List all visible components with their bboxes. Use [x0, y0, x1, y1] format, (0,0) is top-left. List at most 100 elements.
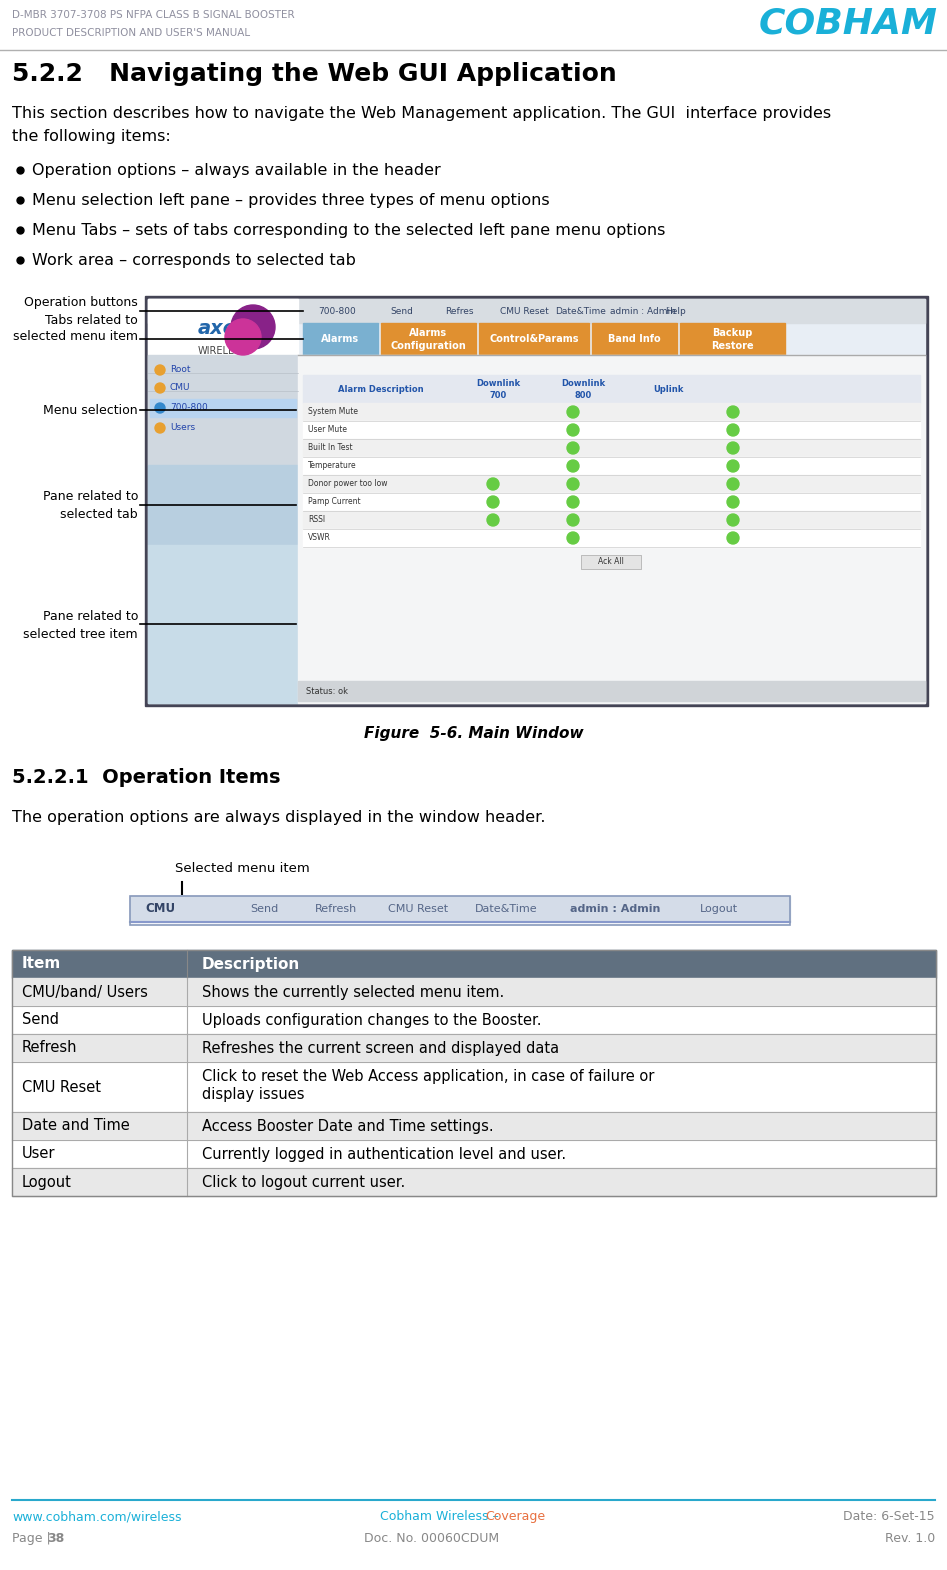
Text: 700: 700	[490, 391, 507, 399]
Bar	[12, 1140, 936, 1168]
Text: Selected menu item: Selected menu item	[175, 862, 310, 874]
Bar	[298, 355, 925, 703]
Circle shape	[155, 364, 165, 375]
Text: Restore: Restore	[711, 341, 754, 352]
Bar	[381, 323, 476, 355]
Bar	[298, 681, 925, 700]
Bar	[12, 1112, 936, 1140]
Text: admin : Admin: admin : Admin	[570, 904, 660, 914]
Text: Refreshes the current screen and displayed data: Refreshes the current screen and display…	[202, 1041, 559, 1055]
Bar	[479, 323, 589, 355]
Bar	[130, 896, 790, 925]
Bar	[303, 529, 920, 546]
Text: Alarms: Alarms	[409, 328, 448, 338]
Bar	[303, 375, 920, 403]
Circle shape	[567, 532, 579, 543]
Text: Root: Root	[170, 366, 190, 375]
Text: Alarms: Alarms	[321, 334, 360, 344]
Text: Click to reset the Web Access application, in case of failure or: Click to reset the Web Access applicatio…	[202, 1069, 654, 1085]
Text: selected tree item: selected tree item	[24, 628, 138, 641]
Circle shape	[727, 477, 739, 490]
Text: Work area – corresponds to selected tab: Work area – corresponds to selected tab	[32, 253, 356, 268]
Text: RSSI: RSSI	[308, 515, 325, 524]
Circle shape	[225, 319, 261, 355]
Text: Configuration: Configuration	[390, 341, 466, 352]
Bar	[145, 297, 928, 706]
Bar	[148, 465, 298, 545]
Bar	[12, 1168, 936, 1196]
Text: Operation buttons: Operation buttons	[25, 297, 138, 309]
Text: Description: Description	[202, 956, 300, 972]
Text: Backup: Backup	[712, 328, 753, 338]
Bar	[148, 298, 298, 378]
Text: CMU Reset: CMU Reset	[388, 904, 448, 914]
Text: Shows the currently selected menu item.: Shows the currently selected menu item.	[202, 984, 504, 1000]
Circle shape	[487, 513, 499, 526]
Text: Item: Item	[22, 956, 62, 972]
Text: Control&Params: Control&Params	[490, 334, 579, 344]
Text: VSWR: VSWR	[308, 534, 331, 543]
Circle shape	[727, 424, 739, 436]
Bar	[12, 978, 936, 1006]
Text: Built In Test: Built In Test	[308, 443, 352, 452]
Bar	[303, 440, 920, 457]
Bar	[303, 476, 920, 493]
Bar	[303, 323, 378, 355]
Circle shape	[155, 383, 165, 392]
Circle shape	[727, 532, 739, 543]
Circle shape	[567, 496, 579, 509]
Bar	[12, 1006, 936, 1035]
Bar	[303, 421, 920, 440]
Circle shape	[727, 460, 739, 473]
Text: 700-800: 700-800	[318, 306, 356, 316]
Text: Date and Time: Date and Time	[22, 1118, 130, 1134]
Text: User Mute: User Mute	[308, 425, 347, 435]
Circle shape	[487, 477, 499, 490]
Text: Uplink: Uplink	[652, 385, 683, 394]
Text: Donor power too low: Donor power too low	[308, 479, 387, 488]
Circle shape	[727, 407, 739, 418]
Text: Menu Tabs – sets of tabs corresponding to the selected left pane menu options: Menu Tabs – sets of tabs corresponding t…	[32, 223, 666, 239]
Text: Send: Send	[390, 306, 413, 316]
Text: 5.2.2   Navigating the Web GUI Application: 5.2.2 Navigating the Web GUI Application	[12, 61, 616, 86]
Text: selected tab: selected tab	[61, 509, 138, 521]
Text: Refresh: Refresh	[315, 904, 357, 914]
Text: www.cobham.com/wireless: www.cobham.com/wireless	[12, 1510, 182, 1523]
Text: axell: axell	[198, 320, 250, 339]
Text: Tabs related to: Tabs related to	[45, 314, 138, 327]
Text: Logout: Logout	[22, 1174, 72, 1190]
Text: display issues: display issues	[202, 1088, 305, 1102]
Text: Menu selection left pane – provides three types of menu options: Menu selection left pane – provides thre…	[32, 193, 549, 207]
Text: Page |: Page |	[12, 1532, 55, 1545]
Text: Date&Time: Date&Time	[555, 306, 606, 316]
Text: Date&Time: Date&Time	[475, 904, 538, 914]
Text: 700-800: 700-800	[170, 403, 207, 413]
Text: Access Booster Date and Time settings.: Access Booster Date and Time settings.	[202, 1118, 493, 1134]
Text: CMU/band/ Users: CMU/band/ Users	[22, 984, 148, 1000]
Text: D-MBR 3707-3708 PS NFPA CLASS B SIGNAL BOOSTER: D-MBR 3707-3708 PS NFPA CLASS B SIGNAL B…	[12, 9, 295, 20]
Circle shape	[727, 513, 739, 526]
Bar	[148, 355, 298, 465]
Text: WIRELESS: WIRELESS	[198, 345, 247, 356]
Text: Cobham Wireless –: Cobham Wireless –	[380, 1510, 503, 1523]
Bar	[148, 298, 925, 703]
Text: 5.2.2.1  Operation Items: 5.2.2.1 Operation Items	[12, 768, 280, 787]
Circle shape	[567, 443, 579, 454]
Text: 38: 38	[47, 1532, 64, 1545]
Text: Downlink: Downlink	[476, 378, 520, 388]
Text: Pane related to: Pane related to	[43, 490, 138, 504]
Bar	[12, 1035, 936, 1061]
Bar	[592, 323, 677, 355]
Bar	[150, 399, 296, 418]
Text: Refresh: Refresh	[22, 1041, 78, 1055]
Text: Band Info: Band Info	[608, 334, 661, 344]
Text: Doc. No. 00060CDUM: Doc. No. 00060CDUM	[365, 1532, 500, 1545]
Text: CMU: CMU	[145, 903, 175, 915]
Text: CMU Reset: CMU Reset	[500, 306, 548, 316]
Bar	[303, 510, 920, 529]
Text: User: User	[22, 1146, 56, 1162]
Bar	[581, 556, 641, 568]
Text: Users: Users	[170, 424, 195, 432]
Text: Date: 6-Set-15: Date: 6-Set-15	[844, 1510, 935, 1523]
Text: CMU: CMU	[170, 383, 190, 392]
